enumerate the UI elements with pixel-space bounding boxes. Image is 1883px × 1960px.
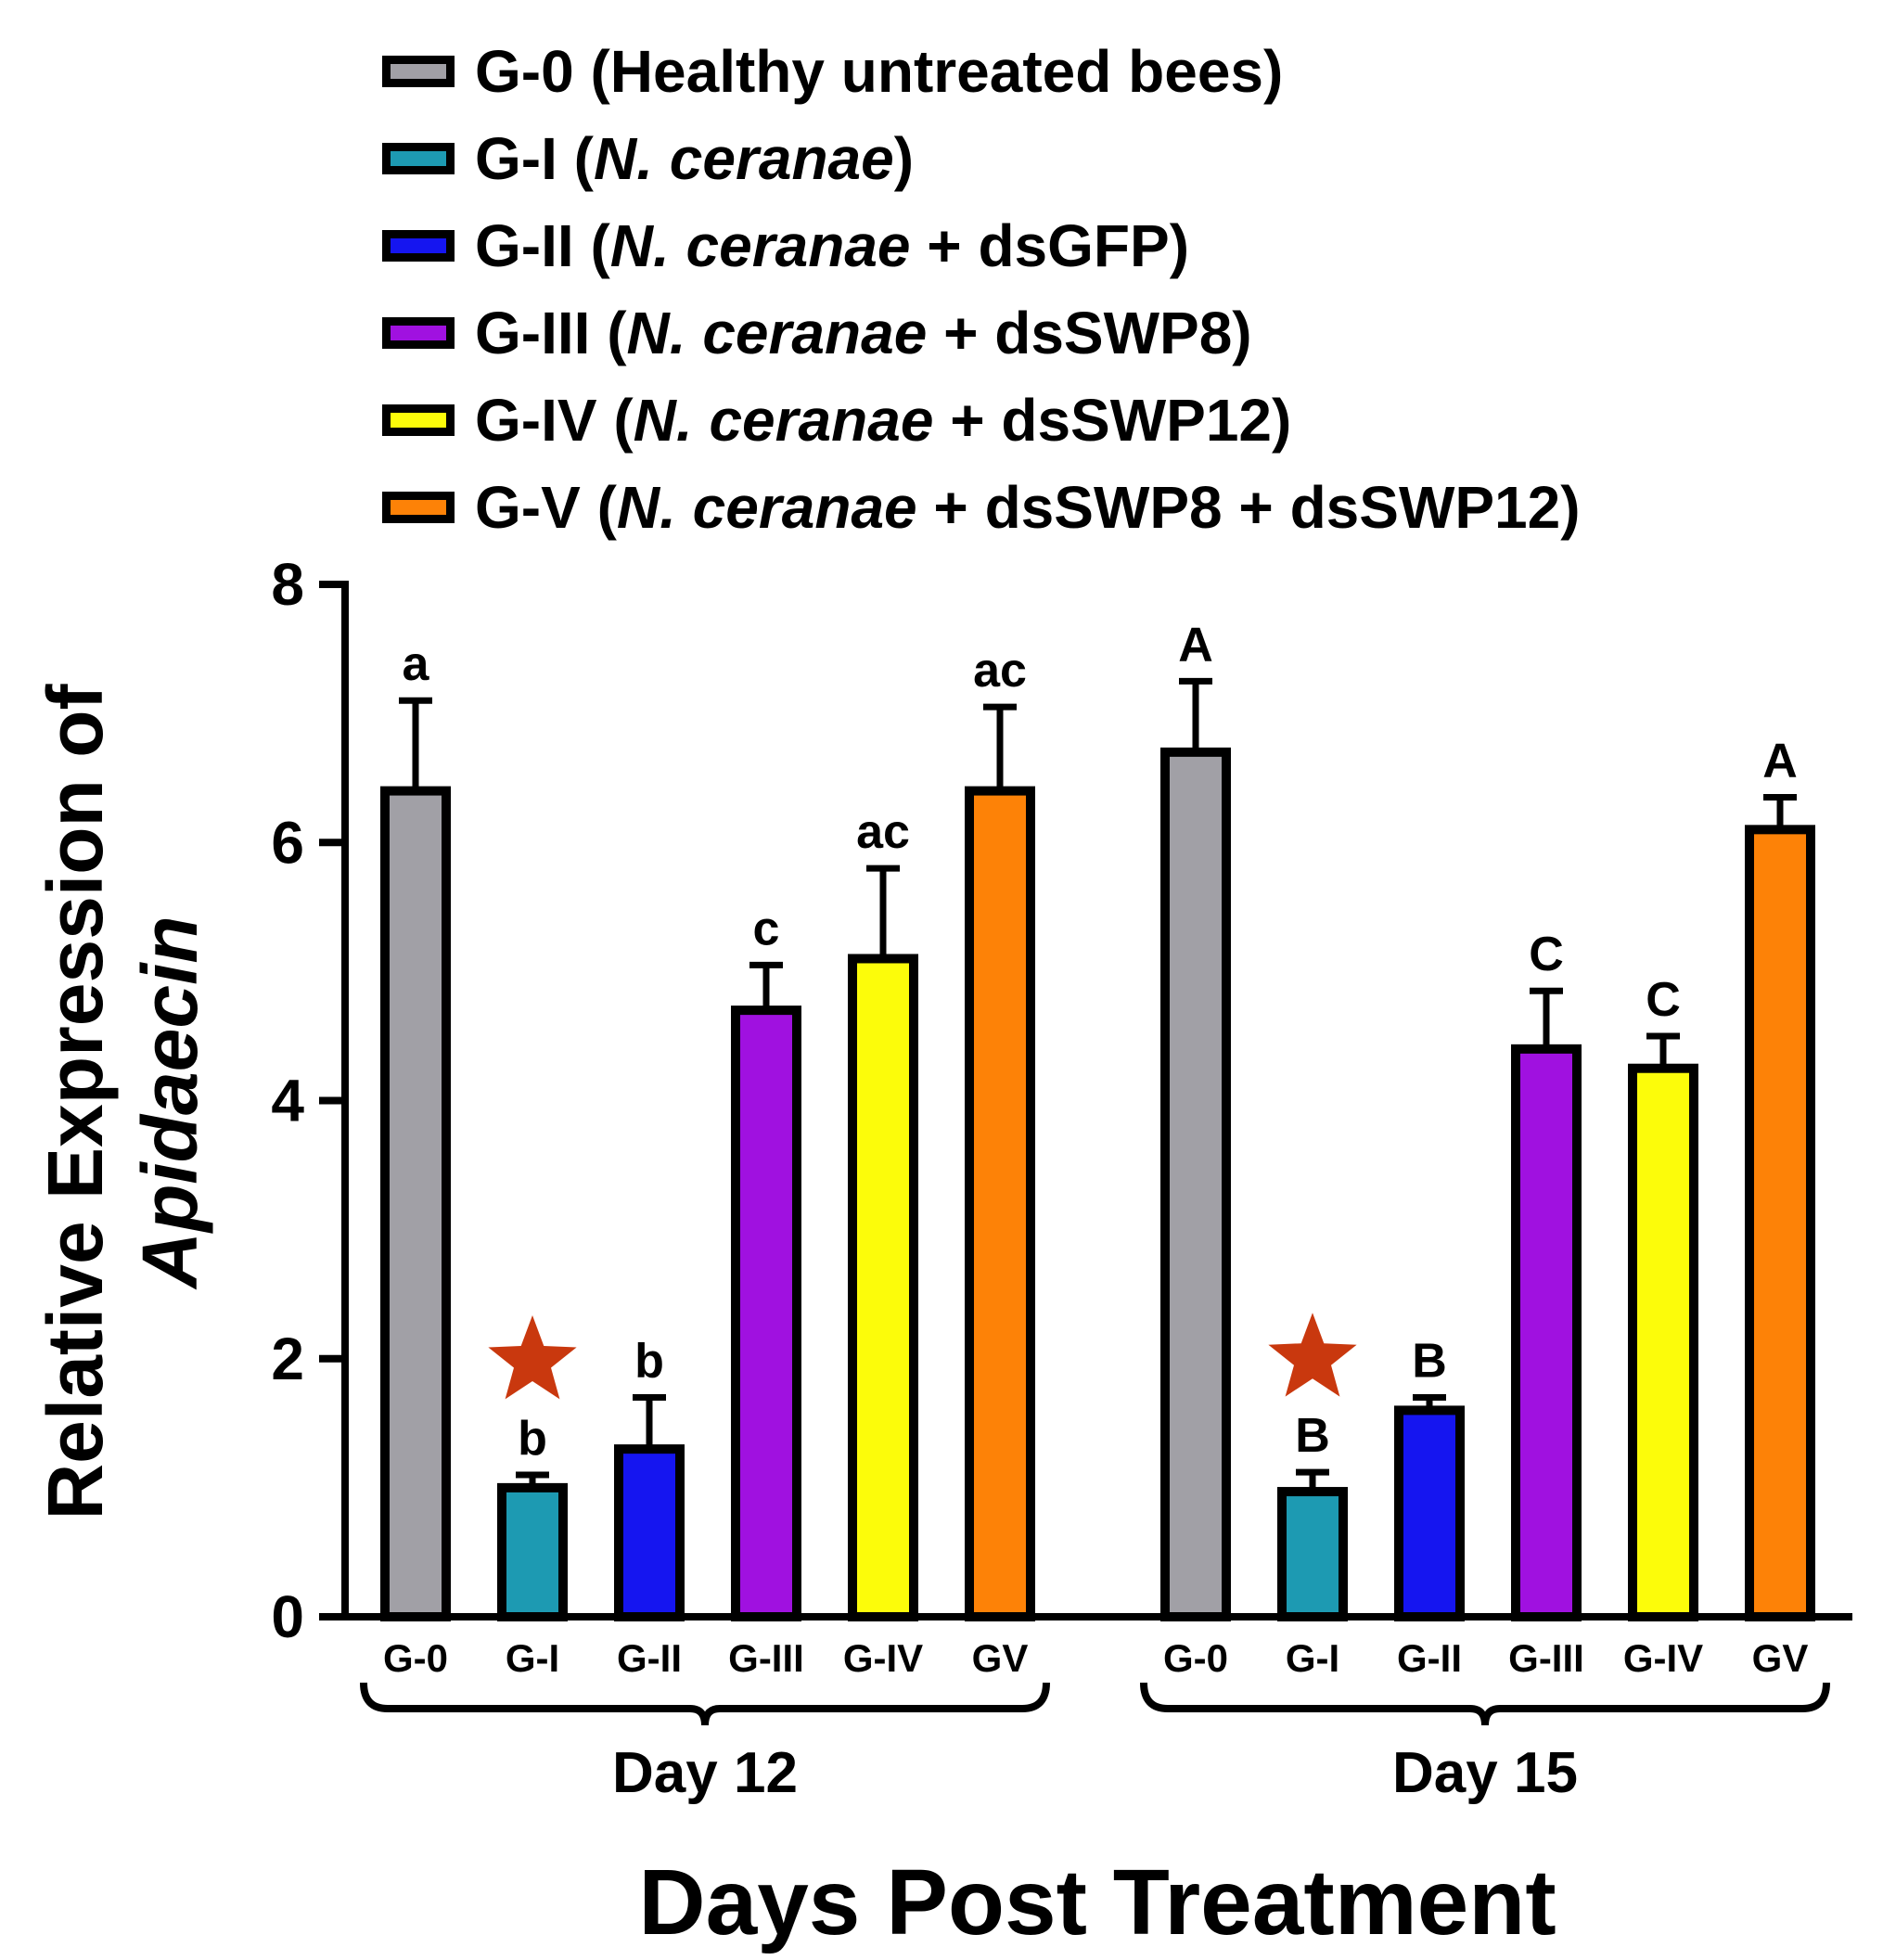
- legend-item: G-I (N. ceranae): [382, 115, 1581, 202]
- legend-item: G-II (N. ceranae + dsGFP): [382, 202, 1581, 289]
- bar: [1160, 747, 1231, 1621]
- x-axis-title: Days Post Treatment: [638, 1851, 1556, 1954]
- x-tick-label: G-IV: [843, 1636, 923, 1680]
- legend-item: G-IV (N. ceranae + dsSWP12): [382, 377, 1581, 464]
- x-tick-label: G-IV: [1623, 1636, 1703, 1680]
- x-tick-label: GV: [972, 1636, 1029, 1680]
- significance-letter: B: [1412, 1334, 1447, 1388]
- significance-letter: b: [518, 1412, 547, 1466]
- bar: [1277, 1487, 1348, 1621]
- legend-label: G-V (N. ceranae + dsSWP8 + dsSWP12): [475, 474, 1581, 541]
- y-tick-label: 8: [271, 551, 304, 618]
- legend-item: G-0 (Healthy untreated bees): [382, 28, 1581, 115]
- group-label: Day 12: [612, 1741, 798, 1805]
- legend-label: G-IV (N. ceranae + dsSWP12): [475, 387, 1292, 454]
- bar: [965, 786, 1035, 1621]
- legend-swatch: [382, 230, 455, 262]
- x-tick-label: G-II: [617, 1636, 682, 1680]
- group-bracket: [360, 1682, 1050, 1726]
- bar: [1511, 1044, 1582, 1621]
- legend-label: G-0 (Healthy untreated bees): [475, 38, 1284, 105]
- significance-star: [488, 1315, 577, 1400]
- x-tick-label: GV: [1752, 1636, 1809, 1680]
- x-tick-label: G-III: [1508, 1636, 1584, 1680]
- y-axis-title: Relative Expression of: [32, 683, 119, 1519]
- legend-swatch: [382, 404, 455, 436]
- bar: [1628, 1063, 1698, 1621]
- bar: [380, 786, 451, 1621]
- legend-swatch: [382, 56, 455, 87]
- significance-letter: C: [1529, 928, 1564, 981]
- bar: [614, 1444, 685, 1621]
- significance-letter: C: [1646, 973, 1681, 1027]
- x-tick-label: G-I: [1286, 1636, 1339, 1680]
- significance-letter: ac: [973, 644, 1027, 698]
- y-tick-label: 0: [271, 1583, 304, 1650]
- x-tick-label: G-0: [1163, 1636, 1228, 1680]
- significance-star: [1268, 1313, 1357, 1397]
- legend-label: G-I (N. ceranae): [475, 125, 915, 192]
- bar: [1745, 825, 1815, 1621]
- legend-label: G-II (N. ceranae + dsGFP): [475, 212, 1189, 279]
- group-label: Day 15: [1392, 1741, 1578, 1805]
- legend-item: G-III (N. ceranae + dsSWP8): [382, 289, 1581, 377]
- bar: [731, 1006, 801, 1622]
- group-bracket: [1140, 1682, 1830, 1726]
- legend-item: G-V (N. ceranae + dsSWP8 + dsSWP12): [382, 464, 1581, 551]
- significance-letter: c: [753, 902, 780, 955]
- significance-letter: b: [634, 1334, 664, 1388]
- legend: G-0 (Healthy untreated bees) G-I (N. cera…: [382, 28, 1581, 551]
- legend-label: G-III (N. ceranae + dsSWP8): [475, 300, 1252, 366]
- y-tick-label: 2: [271, 1326, 304, 1392]
- bar: [848, 954, 918, 1621]
- x-tick-label: G-III: [728, 1636, 804, 1680]
- significance-letter: B: [1295, 1409, 1330, 1463]
- significance-letter: ac: [856, 805, 910, 859]
- legend-swatch: [382, 143, 455, 174]
- bar: [1394, 1405, 1465, 1622]
- legend-swatch: [382, 492, 455, 523]
- significance-letter: A: [1762, 735, 1798, 788]
- x-tick-label: G-I: [506, 1636, 559, 1680]
- x-tick-label: G-0: [383, 1636, 448, 1680]
- legend-swatch: [382, 317, 455, 349]
- y-axis-title-gene: Apidaecin: [126, 916, 213, 1289]
- y-tick-label: 4: [271, 1068, 304, 1134]
- bar: [497, 1482, 568, 1621]
- y-tick-label: 6: [271, 809, 304, 876]
- x-tick-label: G-II: [1397, 1636, 1462, 1680]
- significance-letter: a: [403, 637, 430, 691]
- significance-letter: A: [1178, 618, 1213, 672]
